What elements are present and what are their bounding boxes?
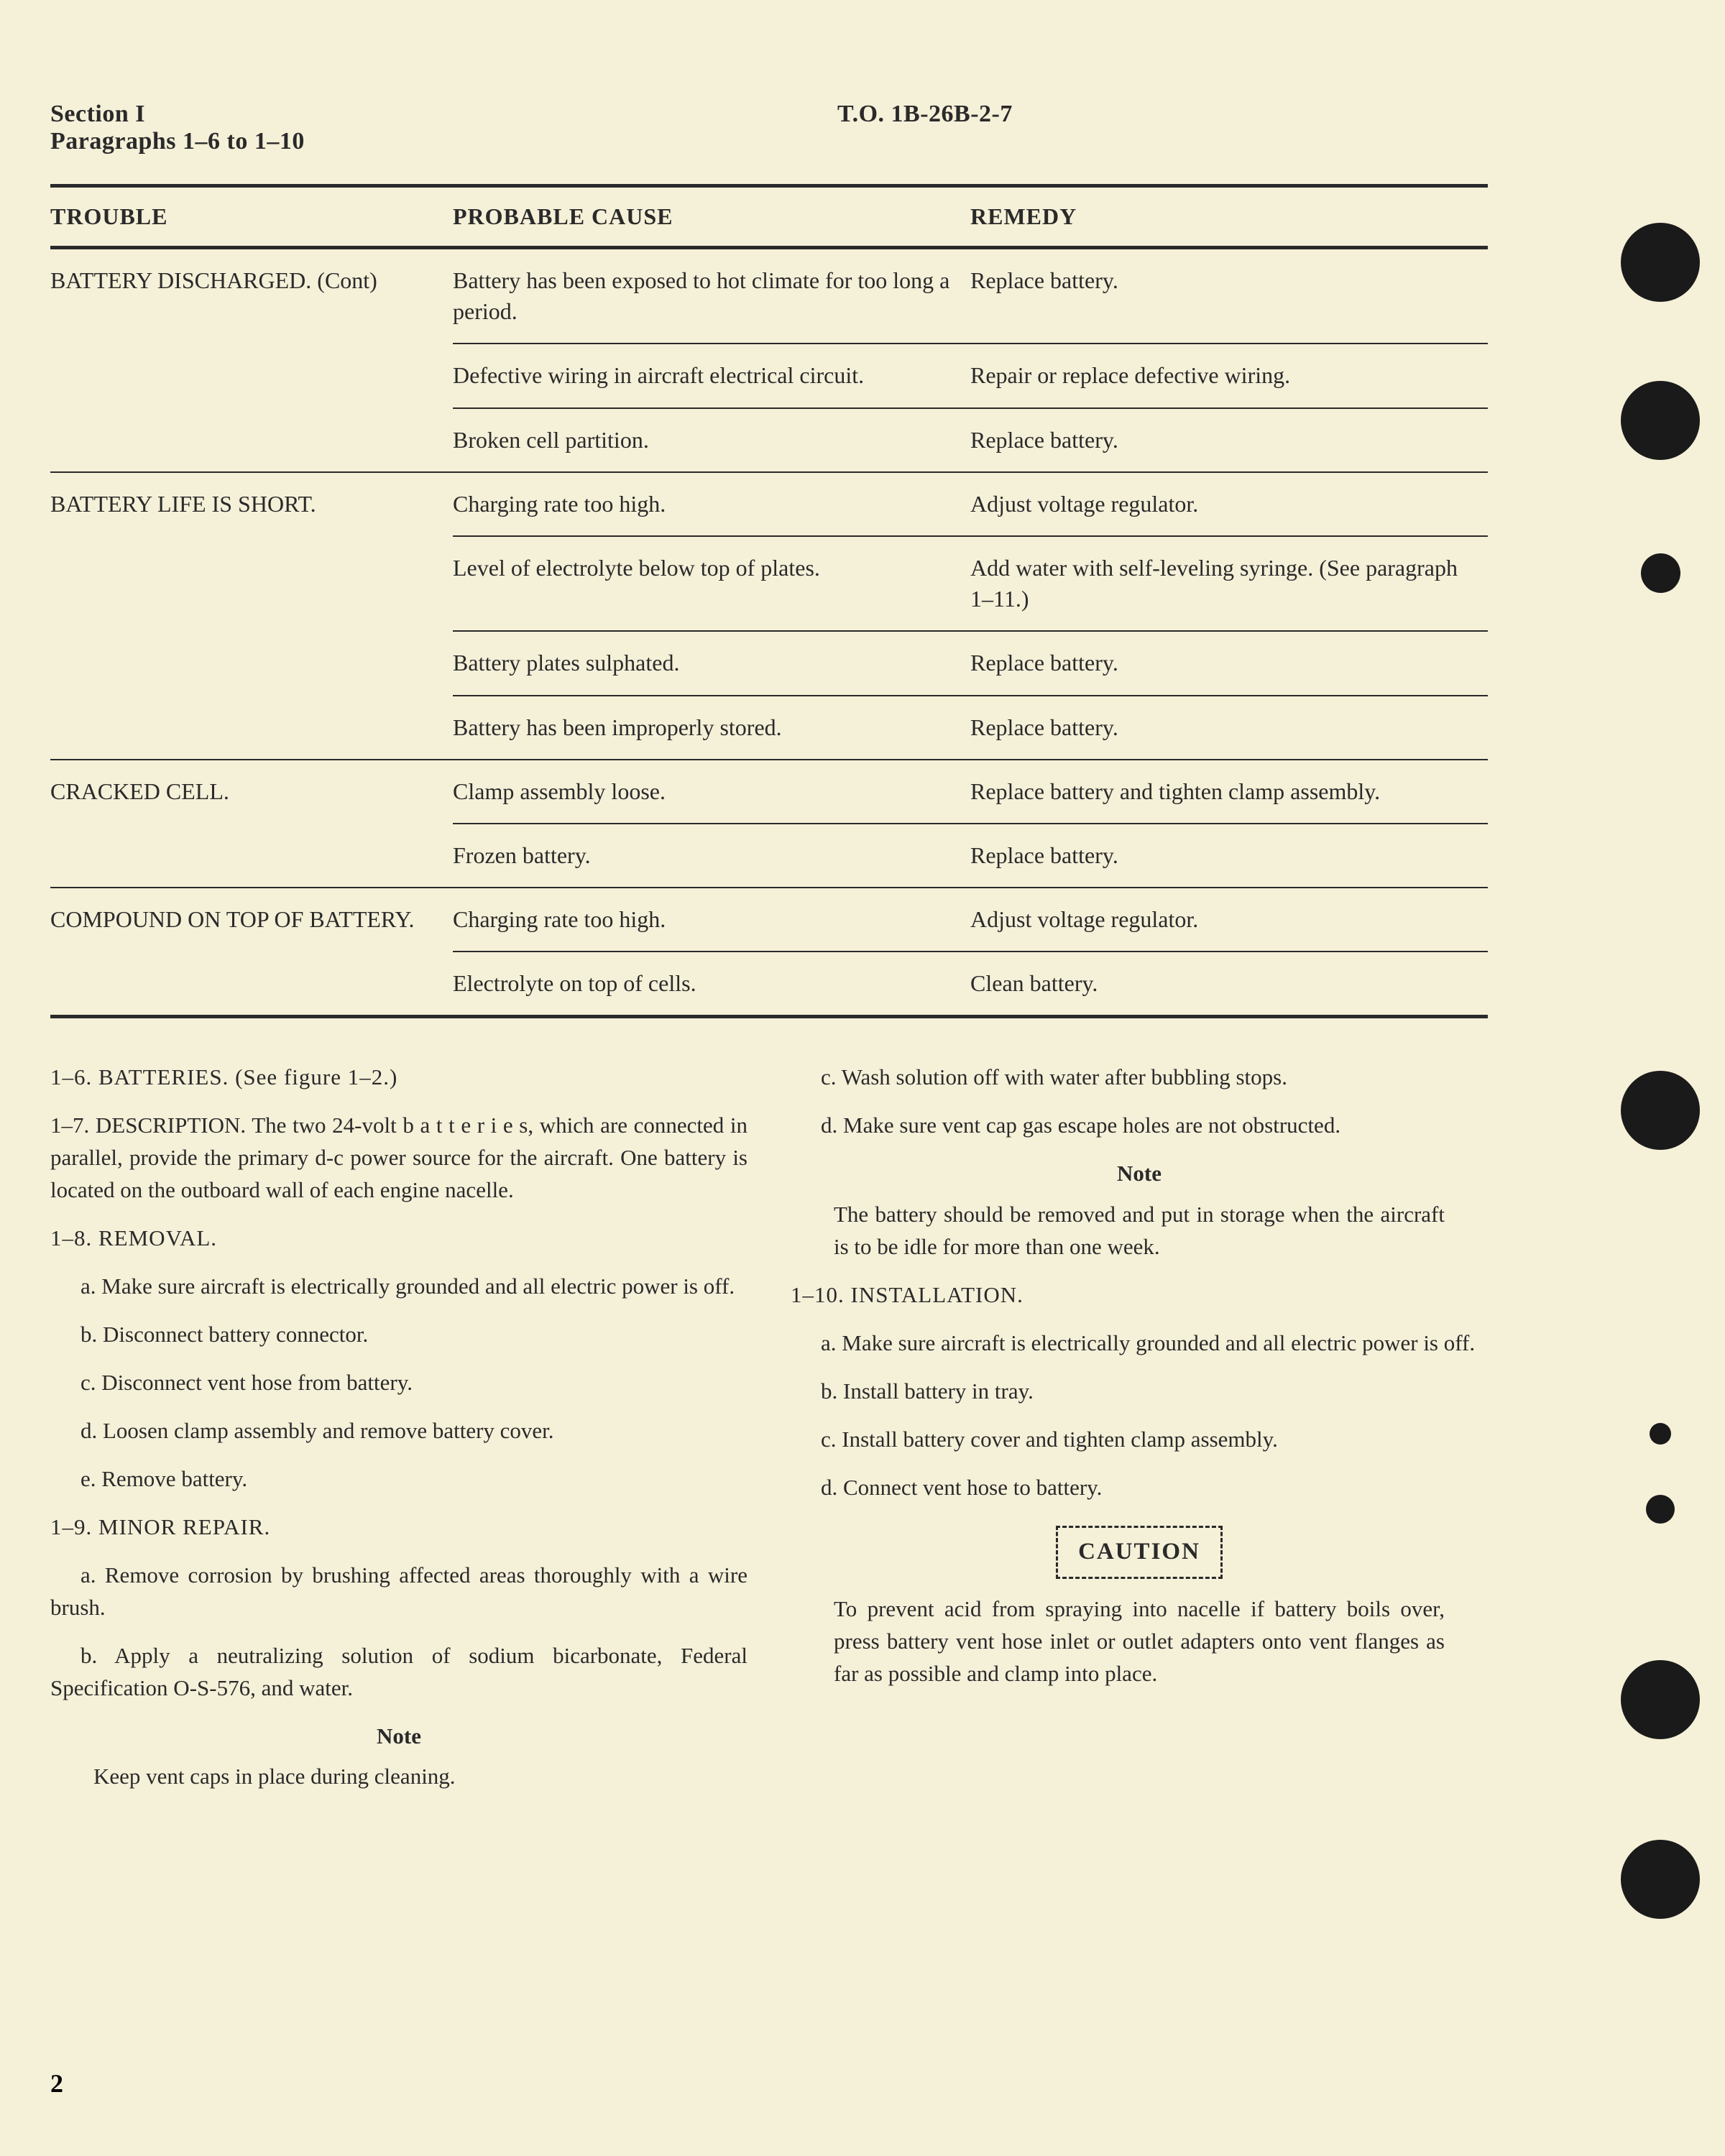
table-row: COMPOUND ON TOP OF BATTERY. Charging rat… (50, 888, 1488, 951)
cause-cell: Charging rate too high. (453, 888, 970, 951)
para-1-6: 1–6. BATTERIES. (See figure 1–2.) (50, 1061, 748, 1094)
binder-hole (1621, 1071, 1700, 1150)
col-header-cause: PROBABLE CAUSE (453, 188, 970, 246)
para-1-9a: a. Remove corrosion by brushing affected… (50, 1560, 748, 1624)
table-row: Frozen battery. Replace battery. (50, 824, 1488, 887)
table-row: Battery plates sulphated. Replace batter… (50, 632, 1488, 694)
para-c: c. Wash solution off with water after bu… (791, 1061, 1488, 1094)
remedy-cell: Replace battery. (970, 409, 1488, 471)
table-row: Broken cell partition. Replace battery. (50, 409, 1488, 471)
col-header-remedy: REMEDY (970, 188, 1488, 246)
section-label: Section I (50, 101, 305, 128)
cause-cell: Frozen battery. (453, 824, 970, 887)
cause-cell: Charging rate too high. (453, 473, 970, 535)
page-content: Section I Paragraphs 1–6 to 1–10 T.O. 1B… (50, 101, 1488, 1809)
trouble-cell: BATTERY LIFE IS SHORT. (50, 473, 453, 535)
note-body: The battery should be removed and put in… (834, 1199, 1445, 1263)
remedy-cell: Replace battery. (970, 632, 1488, 694)
binder-hole (1621, 381, 1700, 460)
table-row: Defective wiring in aircraft electrical … (50, 344, 1488, 407)
cause-cell: Battery has been improperly stored. (453, 696, 970, 759)
remedy-cell: Clean battery. (970, 952, 1488, 1015)
cause-cell: Defective wiring in aircraft electrical … (453, 344, 970, 407)
caution-box: CAUTION (1046, 1526, 1233, 1579)
troubleshooting-table: TROUBLE PROBABLE CAUSE REMEDY BATTERY DI… (50, 184, 1488, 1018)
binder-holes (1617, 0, 1703, 2156)
page-header: Section I Paragraphs 1–6 to 1–10 T.O. 1B… (50, 101, 1488, 155)
binder-hole (1621, 1660, 1700, 1739)
table-row: BATTERY DISCHARGED. (Cont) Battery has b… (50, 249, 1488, 343)
para-1-8c: c. Disconnect vent hose from battery. (50, 1367, 748, 1399)
para-1-8: 1–8. REMOVAL. (50, 1222, 748, 1255)
note-label: Note (791, 1158, 1488, 1190)
para-1-10c: c. Install battery cover and tighten cla… (791, 1424, 1488, 1456)
para-1-9b: b. Apply a neutralizing solution of sodi… (50, 1640, 748, 1705)
col-header-trouble: TROUBLE (50, 188, 453, 246)
remedy-cell: Adjust voltage regulator. (970, 473, 1488, 535)
remedy-cell: Adjust voltage regulator. (970, 888, 1488, 951)
header-spacer (1344, 101, 1488, 155)
table-row: Electrolyte on top of cells. Clean batte… (50, 952, 1488, 1015)
cause-cell: Level of electrolyte below top of plates… (453, 537, 970, 630)
note-body: Keep vent caps in place during cleaning. (93, 1761, 704, 1793)
remedy-cell: Add water with self-leveling syringe. (S… (970, 537, 1488, 630)
remedy-cell: Replace battery. (970, 696, 1488, 759)
binder-hole (1646, 1495, 1675, 1524)
paragraphs-label: Paragraphs 1–6 to 1–10 (50, 128, 305, 155)
binder-hole (1641, 553, 1680, 593)
binder-hole (1650, 1423, 1671, 1445)
binder-hole (1621, 223, 1700, 302)
table-row: Level of electrolyte below top of plates… (50, 537, 1488, 630)
page-number: 2 (50, 2068, 63, 2099)
para-1-8d: d. Loosen clamp assembly and remove batt… (50, 1415, 748, 1447)
trouble-cell: COMPOUND ON TOP OF BATTERY. (50, 888, 453, 951)
para-1-8a: a. Make sure aircraft is electrically gr… (50, 1271, 748, 1303)
cause-cell: Broken cell partition. (453, 409, 970, 471)
para-1-8b: b. Disconnect battery connector. (50, 1319, 748, 1351)
table-row: Battery has been improperly stored. Repl… (50, 696, 1488, 759)
caution-body: To prevent acid from spraying into nacel… (834, 1593, 1445, 1690)
right-column: c. Wash solution off with water after bu… (791, 1061, 1488, 1809)
table-row: CRACKED CELL. Clamp assembly loose. Repl… (50, 760, 1488, 823)
para-1-8e: e. Remove battery. (50, 1463, 748, 1496)
note-label: Note (50, 1720, 748, 1753)
left-column: 1–6. BATTERIES. (See figure 1–2.) 1–7. D… (50, 1061, 748, 1809)
para-1-10d: d. Connect vent hose to battery. (791, 1472, 1488, 1504)
remedy-cell: Replace battery. (970, 249, 1488, 343)
para-1-10: 1–10. INSTALLATION. (791, 1279, 1488, 1312)
cause-cell: Clamp assembly loose. (453, 760, 970, 823)
header-left: Section I Paragraphs 1–6 to 1–10 (50, 101, 305, 155)
trouble-table: TROUBLE PROBABLE CAUSE REMEDY BATTERY DI… (50, 188, 1488, 1018)
cause-cell: Electrolyte on top of cells. (453, 952, 970, 1015)
to-number: T.O. 1B-26B-2-7 (837, 101, 1013, 155)
trouble-cell: BATTERY DISCHARGED. (Cont) (50, 249, 453, 343)
remedy-cell: Repair or replace defective wiring. (970, 344, 1488, 407)
para-d: d. Make sure vent cap gas escape holes a… (791, 1110, 1488, 1142)
binder-hole (1621, 1840, 1700, 1919)
para-1-7: 1–7. DESCRIPTION. The two 24-volt b a t … (50, 1110, 748, 1207)
para-1-10a: a. Make sure aircraft is electrically gr… (791, 1327, 1488, 1360)
remedy-cell: Replace battery. (970, 824, 1488, 887)
para-1-9: 1–9. MINOR REPAIR. (50, 1511, 748, 1544)
cause-cell: Battery plates sulphated. (453, 632, 970, 694)
body-columns: 1–6. BATTERIES. (See figure 1–2.) 1–7. D… (50, 1061, 1488, 1809)
para-1-10b: b. Install battery in tray. (791, 1376, 1488, 1408)
cause-cell: Battery has been exposed to hot climate … (453, 249, 970, 343)
table-header-row: TROUBLE PROBABLE CAUSE REMEDY (50, 188, 1488, 246)
trouble-cell: CRACKED CELL. (50, 760, 453, 823)
caution-label: CAUTION (1056, 1526, 1223, 1579)
table-row: BATTERY LIFE IS SHORT. Charging rate too… (50, 473, 1488, 535)
remedy-cell: Replace battery and tighten clamp assemb… (970, 760, 1488, 823)
